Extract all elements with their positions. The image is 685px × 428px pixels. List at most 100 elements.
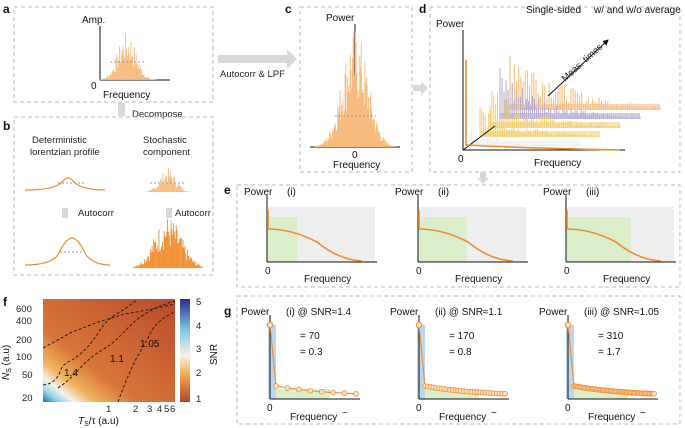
subpanel-tag: (iii) bbox=[586, 187, 599, 198]
autocorr-right-label: Autocorr bbox=[175, 208, 211, 219]
origin: 0 bbox=[564, 266, 570, 277]
panel-d-waterfall bbox=[469, 55, 661, 146]
panel-d: d Single-sided w/ and w/o average Power … bbox=[419, 2, 681, 173]
panel-b-lorentzian-bottom bbox=[24, 237, 111, 266]
value-2: = 0.3 bbox=[300, 347, 323, 358]
contour-1.1-upper bbox=[42, 303, 176, 349]
origin: 0 bbox=[416, 403, 422, 414]
panel-g-ii: Power (ii) @ SNR≈1.1 = 170 = 0.8 0 Frequency ~ bbox=[390, 307, 509, 423]
autocorr-right-arrow bbox=[166, 208, 172, 218]
filter-band bbox=[267, 217, 298, 262]
subpanel-tag: (i) bbox=[287, 187, 296, 198]
panel-b-right-title-1: Stochastic bbox=[143, 135, 187, 146]
panel-f-yticks: 600 400 200 100 50 20 bbox=[16, 304, 33, 404]
origin: 0 bbox=[565, 403, 571, 414]
xlabel: Frequency bbox=[603, 274, 650, 285]
panel-e-i: Power (i) 0 Frequency bbox=[244, 187, 377, 285]
panel-e-ii: Power (ii) 0 Frequency bbox=[395, 187, 528, 285]
panel-f: f 1.05 1.1 1.4 600 400 200 100 50 20 1 2… bbox=[1, 295, 220, 428]
panel-b-label: b bbox=[3, 119, 10, 133]
xtick: 5 bbox=[164, 404, 169, 415]
cbtick: 3 bbox=[196, 344, 201, 355]
xtick: 2 bbox=[133, 404, 138, 415]
value-2: = 1.7 bbox=[598, 347, 621, 358]
ytick: 20 bbox=[22, 393, 33, 404]
panel-c-ylabel: Power bbox=[326, 13, 355, 24]
xlabel: Frequency bbox=[304, 274, 351, 285]
autocorr-left-arrow bbox=[62, 208, 68, 218]
panel-f-heatmap bbox=[43, 299, 175, 402]
contour-label-1.1: 1.1 bbox=[110, 354, 124, 365]
cbtick: 1 bbox=[196, 394, 201, 405]
decompose-label: Decompose bbox=[132, 109, 183, 120]
dc-band bbox=[417, 325, 425, 399]
data-point bbox=[266, 321, 274, 329]
origin: 0 bbox=[416, 266, 422, 277]
waterfall-base bbox=[500, 113, 640, 119]
panel-a-label: a bbox=[3, 2, 10, 16]
xlabel: Frequency bbox=[455, 274, 502, 285]
ylabel: Power bbox=[241, 307, 270, 318]
dc-band bbox=[268, 325, 276, 399]
filter-band bbox=[276, 389, 330, 399]
panel-d-xlabel: Frequency bbox=[534, 158, 581, 169]
subpanel-tag: (ii) @ SNR≈1.1 bbox=[435, 307, 503, 318]
xlabel: Frequency bbox=[588, 412, 635, 423]
data-point bbox=[415, 321, 423, 329]
panel-d-origin: 0 bbox=[458, 154, 464, 165]
arrow-d-to-e bbox=[477, 172, 489, 184]
panel-c-xlabel: Frequency bbox=[333, 160, 380, 171]
xtick: 4 bbox=[157, 404, 162, 415]
cbtick: 4 bbox=[196, 321, 201, 332]
autocorr-lpf-label: Autocorr & LPF bbox=[220, 69, 285, 80]
waterfall-base bbox=[470, 140, 580, 146]
filter-band bbox=[566, 217, 631, 262]
panel-b-stochastic-top bbox=[145, 168, 191, 192]
contour-1.4 bbox=[42, 298, 138, 386]
panel-f-colorbar-ticks: 5 4 3 2 1 bbox=[196, 297, 201, 405]
ytick: 100 bbox=[16, 352, 32, 363]
contour-label-1.4: 1.4 bbox=[64, 368, 78, 379]
panel-c-spectrum bbox=[314, 31, 396, 147]
panel-d-title-right: w/ and w/o average bbox=[593, 5, 681, 16]
panel-f-colorbar-label: SNR bbox=[209, 344, 220, 365]
ytick: 600 bbox=[16, 304, 32, 315]
panel-e-label: e bbox=[224, 183, 231, 197]
subpanel-tag: (iii) @ SNR≈1.05 bbox=[584, 307, 660, 318]
data-point bbox=[318, 388, 325, 395]
waterfall-base bbox=[490, 122, 620, 128]
panel-c-label: c bbox=[285, 2, 292, 16]
panel-e-iii: Power (iii) 0 Frequency bbox=[543, 187, 676, 285]
panel-f-ylabel: NS (a.u) bbox=[1, 345, 13, 380]
panel-a-origin: 0 bbox=[91, 81, 97, 92]
psd-curve bbox=[418, 210, 514, 262]
panel-e: e Power (i) 0 Frequency Power (ii) 0 Frequency… bbox=[224, 183, 681, 288]
panel-c-frame bbox=[299, 6, 413, 173]
ytick: 200 bbox=[16, 335, 32, 346]
panel-d-depth-label: Meas. times bbox=[560, 42, 606, 85]
filter-band bbox=[418, 217, 467, 262]
panel-b-right-title-2: component bbox=[143, 147, 190, 158]
ytick: 400 bbox=[16, 316, 32, 327]
panel-b-left-title-1: Deterministic bbox=[32, 135, 87, 146]
data-point bbox=[341, 390, 348, 397]
panel-d-average-curve bbox=[465, 60, 621, 151]
waterfall-base bbox=[480, 131, 600, 137]
panel-a: a Amp. 0 Frequency bbox=[3, 2, 214, 103]
panel-b-left-title-2: lorentzian profile bbox=[30, 147, 100, 158]
psd-curve bbox=[566, 210, 662, 262]
panel-d-title-left: Single-sided bbox=[526, 5, 581, 16]
ytick: 50 bbox=[22, 370, 33, 381]
subpanel-tag: (i) @ SNR≈1.4 bbox=[286, 307, 352, 318]
panel-c-origin: 0 bbox=[352, 150, 358, 161]
panel-a-frame bbox=[13, 6, 214, 103]
waterfall-base bbox=[510, 104, 660, 110]
value-2: = 0.8 bbox=[449, 347, 472, 358]
panel-f-xlabel: TS/τ (a.u) bbox=[78, 416, 119, 428]
filter-band bbox=[425, 389, 479, 399]
subpanel-tag: (ii) bbox=[438, 187, 449, 198]
xtick: 1 bbox=[106, 404, 111, 415]
ylabel: Power bbox=[244, 187, 273, 198]
data-point bbox=[353, 390, 359, 397]
